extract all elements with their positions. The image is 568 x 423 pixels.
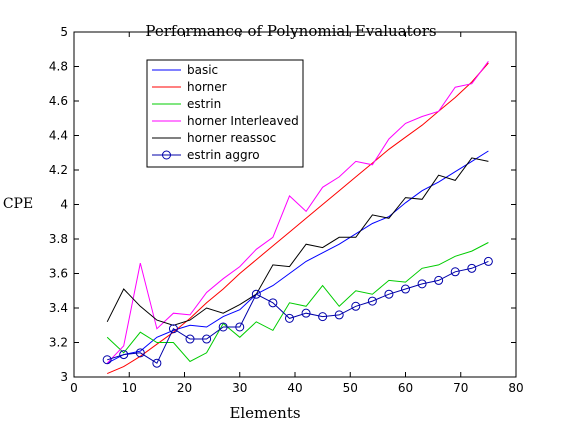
x-tick-label: 30 — [232, 381, 247, 395]
data-point — [102, 355, 112, 365]
series-line-2 — [106, 242, 489, 363]
legend-label: estrin — [187, 97, 221, 111]
y-tick-label: 4 — [60, 198, 68, 212]
data-point — [235, 322, 245, 332]
y-tick-label: 4.4 — [49, 129, 68, 143]
data-point — [152, 358, 162, 368]
chart-title: Performance of Polynomial Evaluators — [145, 22, 436, 40]
data-point — [284, 313, 294, 323]
data-point — [318, 312, 328, 322]
data-point — [168, 324, 178, 334]
y-axis-label: CPE — [3, 196, 33, 212]
x-axis-label: Elements — [229, 404, 300, 422]
legend-marker — [162, 150, 171, 160]
y-tick-label: 3.2 — [49, 336, 68, 350]
data-point — [268, 298, 278, 308]
y-tick-label: 4.6 — [49, 94, 68, 108]
data-point — [417, 279, 427, 289]
legend-label: horner reassoc — [187, 131, 276, 145]
data-point — [467, 263, 477, 273]
legend-label: horner — [187, 80, 227, 94]
data-point — [202, 334, 212, 344]
y-tick-label: 4.8 — [49, 60, 68, 74]
legend-label: estrin aggro — [187, 148, 260, 162]
series-line-5 — [107, 260, 489, 364]
y-tick-label: 3.6 — [49, 267, 68, 281]
data-point — [135, 348, 145, 358]
x-tick-label: 20 — [177, 381, 192, 395]
data-point — [251, 289, 261, 299]
x-tick-label: 0 — [70, 381, 78, 395]
data-point — [334, 310, 344, 320]
x-tick-label: 10 — [122, 381, 137, 395]
data-point — [185, 334, 195, 344]
data-point — [301, 308, 311, 318]
data-point — [401, 284, 410, 294]
legend-label: horner Interleaved — [187, 114, 299, 128]
data-point — [384, 289, 394, 299]
y-tick-label: 3 — [60, 370, 68, 384]
x-tick-label: 70 — [453, 381, 468, 395]
legend-box — [146, 59, 304, 168]
x-tick-label: 80 — [508, 381, 523, 395]
data-point — [450, 267, 460, 277]
y-tick-label: 5 — [60, 25, 68, 39]
series-line-3 — [106, 61, 489, 364]
y-tick-label: 3.4 — [49, 301, 68, 315]
data-point — [218, 322, 228, 332]
x-tick-label: 50 — [343, 381, 358, 395]
x-tick-label: 60 — [398, 381, 413, 395]
y-tick-label: 4.2 — [49, 163, 68, 177]
data-point — [351, 301, 361, 311]
legend: basic horner estrin horner Interleaved horne… — [146, 59, 304, 168]
legend-label: basic — [187, 63, 218, 77]
plot-area: 0 10 20 30 40 50 60 70 80 3 3.2 3.4 3.6 3.8 4 4.2 4.4 4.6… — [49, 25, 524, 395]
x-tick-label: 40 — [287, 381, 302, 395]
y-tick-label: 3.8 — [49, 232, 68, 246]
data-point — [367, 296, 377, 306]
data-point — [119, 350, 129, 360]
series-line-4 — [106, 157, 489, 326]
data-point — [483, 256, 493, 266]
data-point — [434, 275, 444, 285]
